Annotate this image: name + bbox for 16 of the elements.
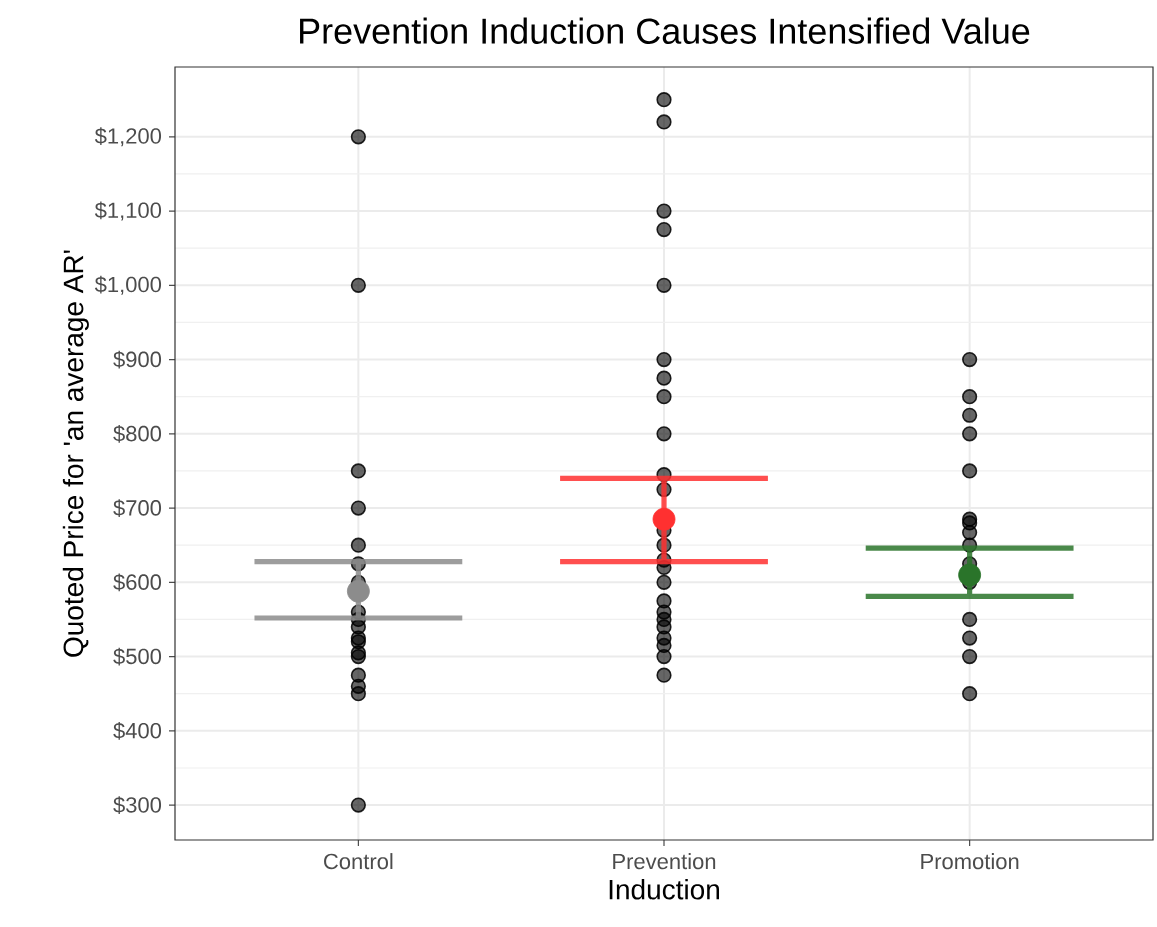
y-tick-label: $1,100 [94, 201, 162, 221]
y-tick-label: $1,000 [94, 275, 162, 295]
x-tick-label: Prevention [613, 853, 716, 870]
y-tick-label: $700 [113, 499, 162, 517]
x-tick-label: Promotion [921, 853, 1019, 870]
y-tick-label: $400 [113, 721, 162, 740]
y-axis-title: Quoted Price for 'an average AR' [62, 250, 89, 657]
x-axis-title: Induction [609, 878, 720, 900]
y-tick-label: $800 [113, 424, 162, 443]
y-tick-label: $900 [113, 350, 162, 369]
x-tick-label: Control [324, 853, 393, 870]
y-tick-label: $300 [113, 796, 162, 815]
y-tick-label: $500 [113, 647, 162, 666]
y-tick-label: $1,200 [94, 127, 162, 147]
y-tick-label: $600 [113, 573, 162, 592]
chart-title: Prevention Induction Causes Intensified Value [300, 17, 1030, 44]
